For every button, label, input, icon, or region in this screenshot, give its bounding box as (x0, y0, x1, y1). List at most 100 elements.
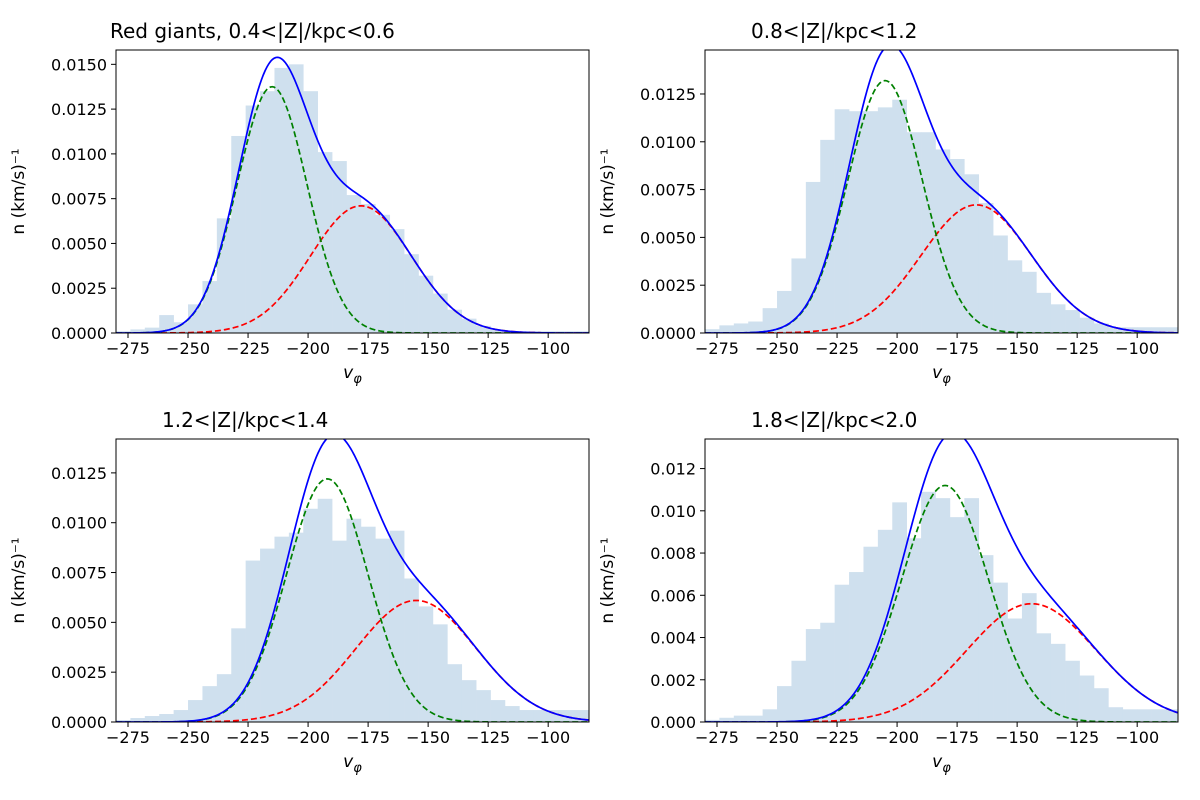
hist-bar (375, 214, 391, 333)
chart-title: Red giants, 0.4<|Z|/kpc<0.6 (110, 19, 395, 43)
hist-bar (820, 139, 835, 333)
hist-bar (892, 502, 907, 722)
y-axis-label: n (km/s)⁻¹ (598, 148, 618, 234)
panel-2: −275 −250 −225 −200 −175 −150 −125 −100 0.0000 0.… (598, 19, 1179, 387)
x-tick-label: −100 (1115, 339, 1159, 358)
hist-bar (317, 498, 333, 722)
hist-bar (389, 229, 405, 333)
hist-bar (762, 308, 778, 333)
thick-disc-component-curve (705, 79, 1178, 333)
hist-bar (834, 109, 850, 333)
x-tick-label: −175 (935, 728, 979, 747)
hist-bar (288, 64, 304, 333)
hist-bar (1079, 675, 1095, 722)
hist-bar (1151, 327, 1167, 333)
hist-bar (159, 714, 174, 722)
y-tick-label: 0.0100 (51, 514, 107, 533)
hist-bar (116, 720, 131, 722)
y-tick-label: 0.0125 (640, 85, 696, 104)
hist-bar (418, 275, 434, 333)
chart-title: 1.2<|Z|/kpc<1.4 (162, 408, 328, 432)
hist-bar (935, 149, 951, 333)
hist-bar (332, 540, 347, 722)
hist-bar (274, 536, 290, 722)
y-tick-label: 0.002 (650, 671, 696, 690)
hist-bar (288, 532, 304, 722)
hist-bar (476, 325, 491, 333)
x-tick-label: −225 (815, 728, 859, 747)
hist-bar (245, 105, 261, 333)
hist-bar (576, 331, 589, 333)
hist-bar (576, 710, 589, 722)
hist-bar (231, 628, 246, 722)
axes-frame (704, 438, 1179, 723)
chart-title: 1.8<|Z|/kpc<2.0 (751, 408, 917, 432)
hist-bar (805, 181, 821, 333)
histogram (705, 491, 1178, 722)
hist-bar (906, 132, 922, 333)
hist-bar (303, 508, 318, 722)
hist-bar (130, 329, 146, 333)
hist-bar (1137, 327, 1152, 333)
x-tick-label: −175 (346, 339, 390, 358)
hist-bar (1021, 593, 1037, 722)
hist-bar (245, 560, 261, 722)
y-tick-label: 0.004 (650, 629, 696, 648)
y-tick-label: 0.0075 (51, 564, 107, 583)
hist-bar (964, 174, 980, 333)
x-tick-label: −150 (406, 728, 450, 747)
hist-bar (1050, 304, 1066, 333)
hist-bar (791, 660, 807, 722)
hist-bar (748, 321, 763, 333)
y-tick-label: 0.0000 (51, 324, 107, 343)
y-tick-label: 0.008 (650, 544, 696, 563)
hist-bar (762, 709, 778, 722)
x-tick-label: −225 (226, 728, 270, 747)
hist-bar (892, 99, 907, 333)
x-tick-label: −150 (406, 339, 450, 358)
x-tick-label: −225 (226, 339, 270, 358)
y-tick-label: 0.0150 (51, 55, 107, 74)
x-tick-label: −250 (755, 728, 799, 747)
hist-bar (447, 309, 463, 333)
x-tick-label: −125 (466, 339, 510, 358)
hist-bar (820, 622, 835, 722)
hist-bar (490, 329, 506, 333)
hist-bar (1093, 323, 1109, 333)
hist-bar (993, 235, 1008, 333)
hist-bar (849, 572, 864, 722)
hist-bar (863, 546, 879, 722)
x-tick-label: −150 (995, 339, 1039, 358)
x-tick-label: −275 (106, 728, 150, 747)
hist-bar (949, 158, 965, 333)
hist-bar (231, 135, 246, 333)
hist-bar (260, 91, 275, 333)
hist-bar (404, 254, 419, 333)
y-tick-label: 0.012 (650, 460, 696, 479)
hist-bar (202, 281, 218, 333)
hist-bar (733, 715, 749, 722)
hist-bar (476, 690, 491, 722)
y-axis-label: n (km/s)⁻¹ (598, 537, 618, 623)
hist-bar (748, 715, 763, 722)
hist-bar (877, 529, 893, 722)
panel-1: −275 −250 −225 −200 −175 −150 −125 −100 0.0000 0.… (9, 19, 590, 387)
hist-bar (533, 710, 549, 722)
hist-bar (949, 517, 965, 722)
hist-bar (461, 680, 477, 722)
panel-3: −275 −250 −225 −200 −175 −150 −125 −100 0.0000 0.… (9, 408, 590, 776)
hist-bar (964, 498, 980, 722)
hist-bar (548, 710, 563, 722)
hist-bar (1108, 707, 1124, 722)
hist-bar (562, 331, 578, 333)
hist-bar (978, 555, 994, 722)
hist-bar (834, 584, 850, 722)
hist-bar (562, 710, 578, 722)
axes-frame (115, 438, 590, 723)
hist-bar (332, 161, 347, 333)
y-tick-label: 0.0000 (640, 324, 696, 343)
hist-bar (375, 538, 391, 722)
y-tick-label: 0.0125 (51, 464, 107, 483)
hist-bar (705, 719, 720, 722)
